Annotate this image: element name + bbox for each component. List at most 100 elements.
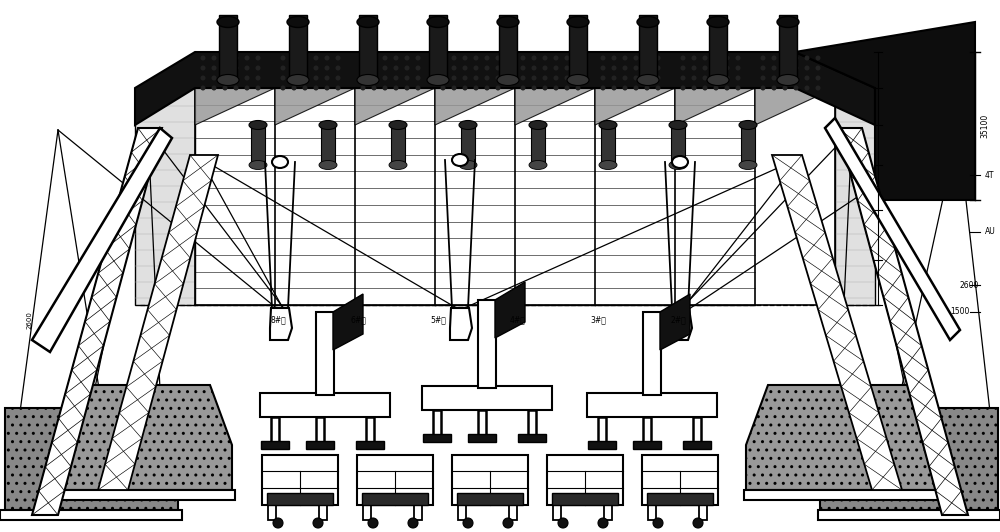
Ellipse shape: [714, 86, 718, 90]
Ellipse shape: [600, 76, 606, 80]
Ellipse shape: [200, 65, 206, 71]
Ellipse shape: [360, 65, 366, 71]
Ellipse shape: [794, 76, 798, 80]
Ellipse shape: [736, 55, 740, 61]
Ellipse shape: [794, 55, 798, 61]
Polygon shape: [509, 505, 517, 520]
Ellipse shape: [816, 65, 820, 71]
Polygon shape: [647, 493, 713, 505]
Ellipse shape: [382, 86, 388, 90]
Bar: [251, 125, 265, 165]
Ellipse shape: [394, 65, 398, 71]
Ellipse shape: [599, 121, 617, 129]
Ellipse shape: [600, 55, 606, 61]
Ellipse shape: [692, 55, 696, 61]
Ellipse shape: [427, 74, 449, 86]
Ellipse shape: [576, 55, 580, 61]
Ellipse shape: [496, 86, 501, 90]
Text: 6#号: 6#号: [350, 315, 366, 324]
Ellipse shape: [324, 55, 330, 61]
Ellipse shape: [360, 86, 366, 90]
Polygon shape: [422, 386, 552, 410]
Ellipse shape: [394, 55, 398, 61]
Polygon shape: [319, 505, 327, 520]
Ellipse shape: [564, 65, 570, 71]
Ellipse shape: [724, 86, 730, 90]
Ellipse shape: [554, 86, 558, 90]
Ellipse shape: [782, 55, 788, 61]
Ellipse shape: [222, 86, 228, 90]
Ellipse shape: [672, 156, 688, 168]
Ellipse shape: [382, 65, 388, 71]
Circle shape: [598, 518, 608, 528]
Ellipse shape: [554, 65, 558, 71]
Ellipse shape: [314, 65, 318, 71]
Ellipse shape: [292, 65, 296, 71]
Polygon shape: [633, 441, 661, 449]
Ellipse shape: [336, 76, 340, 80]
Text: 1500: 1500: [950, 307, 969, 317]
Ellipse shape: [280, 65, 286, 71]
Ellipse shape: [529, 121, 547, 129]
Polygon shape: [356, 441, 384, 449]
Ellipse shape: [280, 86, 286, 90]
Bar: [601, 125, 615, 165]
Ellipse shape: [714, 55, 718, 61]
Text: 2#号: 2#号: [670, 315, 686, 324]
Ellipse shape: [212, 65, 216, 71]
Polygon shape: [772, 155, 902, 490]
Polygon shape: [32, 128, 172, 352]
Ellipse shape: [612, 65, 616, 71]
Ellipse shape: [389, 121, 407, 129]
Ellipse shape: [777, 74, 799, 86]
Ellipse shape: [382, 76, 388, 80]
Polygon shape: [835, 88, 875, 305]
Ellipse shape: [357, 74, 379, 86]
Ellipse shape: [622, 76, 628, 80]
Ellipse shape: [394, 86, 398, 90]
Text: 2600: 2600: [27, 311, 33, 329]
Ellipse shape: [772, 55, 776, 61]
Text: 5#号: 5#号: [430, 315, 446, 324]
Ellipse shape: [389, 161, 407, 170]
Ellipse shape: [680, 55, 686, 61]
Ellipse shape: [644, 86, 650, 90]
Ellipse shape: [496, 65, 501, 71]
Ellipse shape: [554, 76, 558, 80]
Polygon shape: [58, 385, 232, 490]
Ellipse shape: [680, 65, 686, 71]
Ellipse shape: [217, 74, 239, 86]
Ellipse shape: [816, 76, 820, 80]
Ellipse shape: [462, 55, 468, 61]
Ellipse shape: [319, 121, 337, 129]
Polygon shape: [595, 52, 675, 125]
Ellipse shape: [692, 65, 696, 71]
Ellipse shape: [772, 76, 776, 80]
Ellipse shape: [567, 16, 589, 28]
Ellipse shape: [772, 65, 776, 71]
Polygon shape: [648, 505, 656, 520]
Ellipse shape: [372, 86, 376, 90]
Polygon shape: [355, 52, 435, 125]
Ellipse shape: [707, 74, 729, 86]
Ellipse shape: [496, 76, 501, 80]
Ellipse shape: [714, 76, 718, 80]
Circle shape: [653, 518, 663, 528]
Polygon shape: [363, 505, 371, 520]
Ellipse shape: [497, 16, 519, 28]
Ellipse shape: [452, 76, 456, 80]
Ellipse shape: [564, 76, 570, 80]
Ellipse shape: [669, 121, 687, 129]
Ellipse shape: [600, 65, 606, 71]
Ellipse shape: [360, 76, 366, 80]
Ellipse shape: [564, 55, 570, 61]
Ellipse shape: [622, 55, 628, 61]
Ellipse shape: [600, 86, 606, 90]
Bar: [741, 125, 755, 165]
Ellipse shape: [520, 65, 526, 71]
Bar: [531, 125, 545, 165]
Ellipse shape: [212, 86, 216, 90]
Circle shape: [313, 518, 323, 528]
Polygon shape: [357, 455, 433, 505]
Ellipse shape: [542, 55, 548, 61]
